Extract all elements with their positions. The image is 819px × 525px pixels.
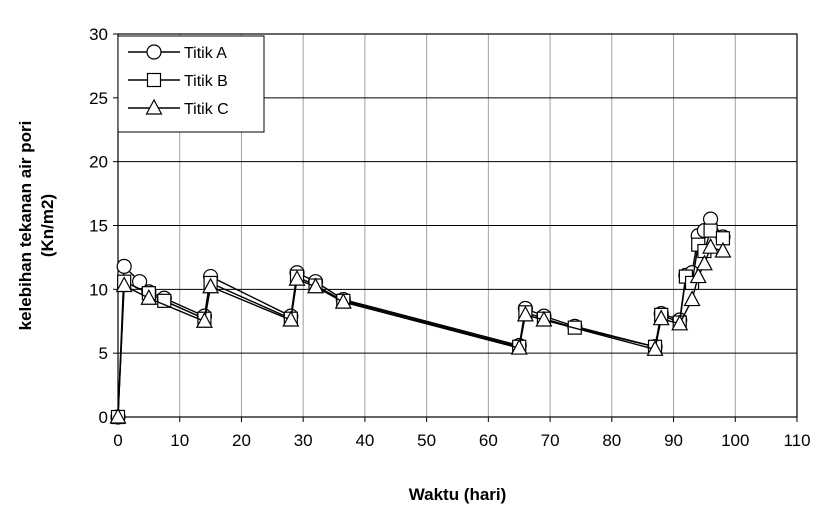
data-point [510, 338, 528, 355]
y-tick-label: 5 [99, 344, 108, 363]
y-tick-label: 10 [89, 280, 108, 299]
data-point [202, 277, 220, 294]
x-tick-label: 90 [664, 431, 683, 450]
data-point [695, 254, 713, 271]
y-tick-label: 15 [89, 217, 108, 236]
data-point [195, 311, 213, 328]
data-point [646, 340, 664, 356]
x-axis-ticks: 0 10 20 30 40 50 60 70 80 90 100 110 [113, 417, 811, 450]
legend-marker [145, 98, 163, 115]
legend-marker [146, 72, 162, 88]
x-tick-label: 20 [232, 431, 251, 450]
legend-label: Titik B [184, 73, 228, 90]
y-tick-label: 25 [89, 89, 108, 108]
y-axis-title-line-1: kelebihan tekanan air pori [16, 121, 35, 331]
x-axis-title: Waktu (hari) [409, 485, 507, 504]
legend-item: Titik C [128, 98, 229, 118]
data-point [671, 314, 689, 331]
data-point [116, 258, 132, 274]
legend: Titik A Titik B Titik C [117, 35, 265, 133]
legend-items: Titik A Titik B Titik C [128, 44, 229, 118]
x-tick-label: 100 [721, 431, 749, 450]
x-tick-label: 40 [355, 431, 374, 450]
y-axis-title-line-2: (Kn/m2) [38, 194, 57, 257]
y-tick-label: 0 [99, 408, 108, 427]
data-point [702, 237, 720, 254]
data-point [334, 292, 352, 309]
x-tick-label: 0 [113, 431, 122, 450]
x-tick-label: 60 [479, 431, 498, 450]
x-tick-label: 50 [417, 431, 436, 450]
data-point [140, 288, 158, 305]
x-tick-label: 110 [783, 431, 810, 450]
data-point [288, 269, 306, 286]
series-triangle [109, 237, 732, 424]
series-group [109, 211, 732, 425]
data-point [535, 310, 553, 327]
data-point [714, 241, 732, 258]
legend-label: Titik C [184, 101, 229, 118]
y-tick-label: 20 [89, 153, 108, 172]
x-tick-label: 30 [294, 431, 313, 450]
x-tick-label: 10 [170, 431, 189, 450]
data-point [157, 293, 172, 308]
y-axis-title: kelebihan tekanan air pori (Kn/m2) [16, 121, 57, 331]
data-point [652, 309, 670, 326]
data-point [703, 223, 718, 238]
data-point [307, 277, 325, 294]
data-point [115, 276, 133, 293]
data-point [689, 267, 707, 284]
y-axis-ticks: 0 5 10 15 20 25 30 [89, 25, 118, 427]
data-point [282, 310, 300, 327]
legend-marker [146, 44, 162, 60]
legend-label: Titik A [184, 45, 227, 62]
legend-item: Titik A [128, 44, 227, 62]
x-tick-label: 80 [602, 431, 621, 450]
legend-item: Titik B [128, 72, 228, 90]
data-point [683, 290, 701, 307]
x-tick-label: 70 [541, 431, 560, 450]
y-tick-label: 30 [89, 25, 108, 44]
data-point [109, 407, 127, 424]
data-point [516, 305, 534, 322]
